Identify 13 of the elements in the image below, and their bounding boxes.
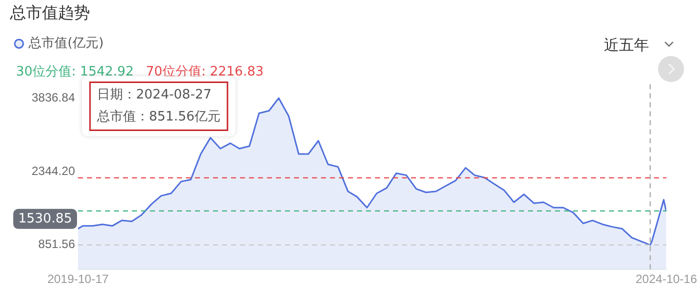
text: 近五年 <box>604 36 649 55</box>
y-tick-label: 851.56 <box>38 237 76 252</box>
ref-line-label: 30位分值: 1542.92 <box>16 64 134 80</box>
ref-line-label: 70位分值: 2216.83 <box>146 64 264 80</box>
y-tick-label: 3836.84 <box>32 90 76 104</box>
chart-title: 总市值趋势 <box>9 2 90 22</box>
annotation: 总市值：851.56亿元 <box>96 110 220 125</box>
x-tick-label: 2024-10-16 <box>636 272 698 286</box>
annotation: 日期：2024-08-27 <box>97 88 212 103</box>
x-tick-label: 2019-10-17 <box>47 272 110 286</box>
text: 1530.85 <box>18 211 72 226</box>
legend-label: 总市值(亿元) <box>28 36 104 52</box>
y-tick-label: 2344.20 <box>32 164 76 178</box>
